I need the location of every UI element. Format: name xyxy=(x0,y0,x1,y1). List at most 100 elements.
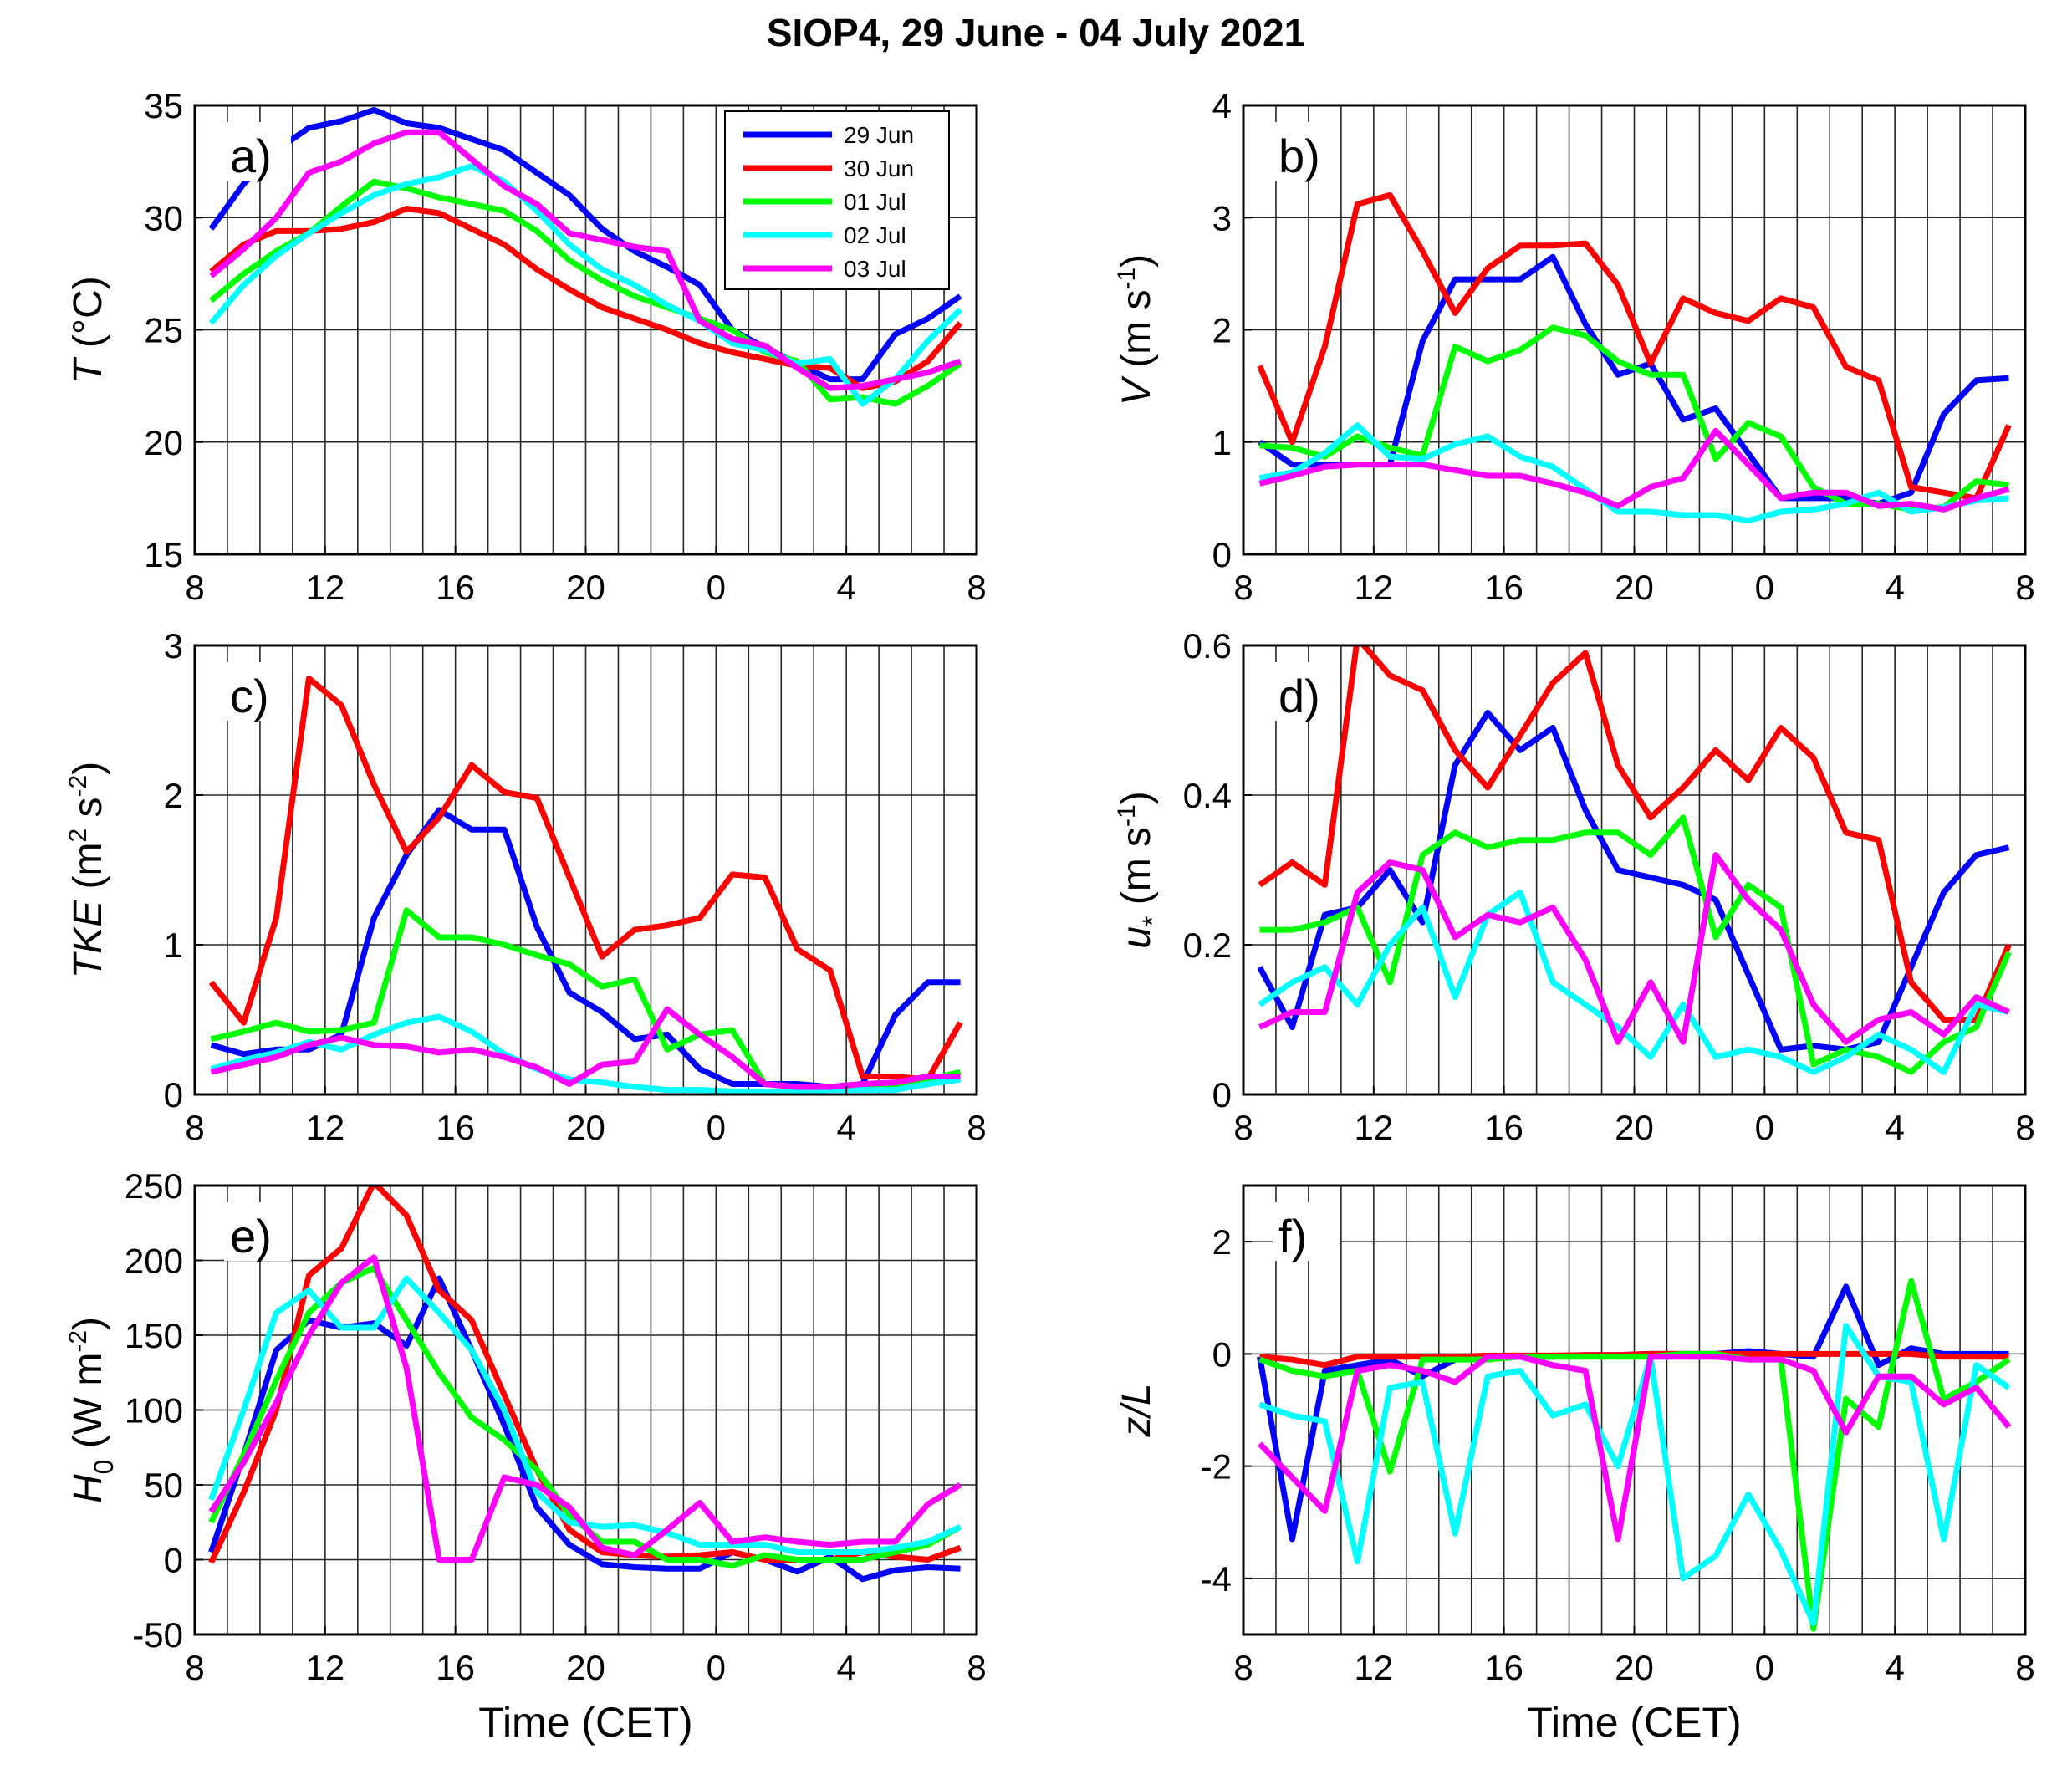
y-tick-label: 3 xyxy=(1212,198,1232,237)
y-tick-label: 100 xyxy=(125,1391,183,1431)
y-axis-label: TKE (m2 s-2) xyxy=(64,762,110,978)
series-03-jul xyxy=(1257,1354,2012,1543)
panel-f: 8 12 16 20 0 4 8 -4 -2 0 2 f) z/L Time (CET) xyxy=(1115,1184,2035,1746)
series-29-jun xyxy=(208,106,962,383)
legend-entry: 03 Jul xyxy=(844,256,906,282)
panel-label-bg xyxy=(1273,662,1340,721)
series-03-jul xyxy=(1258,427,2010,513)
x-axis-label: Time (CET) xyxy=(478,1699,692,1746)
panel-label-bg xyxy=(224,662,291,721)
y-tick-label: 0.6 xyxy=(1183,626,1232,666)
x-tick-label: 4 xyxy=(1885,1648,1904,1687)
y-tick-label: 50 xyxy=(144,1466,183,1505)
x-tick-label: 16 xyxy=(1484,568,1523,607)
y-tick-label: 0 xyxy=(164,1541,183,1580)
x-tick-label: 8 xyxy=(967,1648,986,1687)
x-tick-label: 0 xyxy=(707,1648,726,1687)
panel-label: b) xyxy=(1278,130,1320,182)
x-tick-label: 16 xyxy=(436,1108,475,1147)
x-tick-label: 12 xyxy=(305,1108,344,1147)
y-tick-label: 25 xyxy=(144,311,183,350)
x-tick-label: 12 xyxy=(1354,568,1393,607)
series-03-jul xyxy=(1258,852,2010,1045)
y-axis-label: T (°C) xyxy=(66,276,110,384)
legend: 29 Jun 30 Jun 01 Jul 02 Jul 03 Jul xyxy=(724,110,950,290)
x-tick-label: 12 xyxy=(1354,1108,1393,1147)
series-29-jun xyxy=(1257,710,2010,1053)
y-tick-label: 0 xyxy=(1212,1334,1232,1374)
legend-entry: 02 Jul xyxy=(844,222,906,248)
x-tick-label: 8 xyxy=(967,1108,986,1147)
series-30-jun xyxy=(208,675,963,1083)
y-tick-label: 15 xyxy=(144,535,183,574)
x-tick-label: 0 xyxy=(1755,568,1774,607)
series-02-jul xyxy=(208,163,962,407)
y-tick-label: 1 xyxy=(1212,423,1232,462)
y-tick-label: -4 xyxy=(1201,1559,1232,1599)
x-tick-label: 20 xyxy=(1615,1108,1654,1147)
x-tick-label: 8 xyxy=(1233,1648,1253,1687)
y-tick-label: 0 xyxy=(164,1075,183,1114)
x-tick-label: 8 xyxy=(185,568,204,607)
series-01-jul xyxy=(1259,814,2012,1075)
x-tick-label: 8 xyxy=(967,568,986,607)
x-tick-label: 20 xyxy=(566,568,605,607)
y-tick-label: 2 xyxy=(164,776,183,815)
series-30-jun xyxy=(1258,645,2012,1023)
y-axis-label: H0 (W m-2) xyxy=(64,1317,119,1503)
y-tick-label: 150 xyxy=(125,1316,183,1355)
legend-entry: 29 Jun xyxy=(844,122,914,148)
x-tick-label: 4 xyxy=(1885,1108,1904,1147)
y-tick-label: 0.4 xyxy=(1183,776,1232,815)
x-tick-label: 20 xyxy=(566,1108,605,1147)
series-30-jun xyxy=(1257,191,2012,502)
panel-label: d) xyxy=(1278,670,1320,722)
y-tick-label: 0.2 xyxy=(1183,926,1232,965)
figure-title: SIOP4, 29 June - 04 July 2021 xyxy=(767,11,1305,54)
x-tick-label: 12 xyxy=(305,568,344,607)
y-axis-label: u* (m s-1) xyxy=(1113,791,1167,948)
panel-label: e) xyxy=(230,1210,272,1262)
y-tick-label: 1 xyxy=(164,926,183,965)
y-tick-label: 2 xyxy=(1212,1222,1232,1262)
x-tick-label: 0 xyxy=(1755,1648,1774,1687)
x-tick-label: 20 xyxy=(566,1648,605,1687)
y-tick-label: 30 xyxy=(144,198,183,237)
x-tick-label: 12 xyxy=(305,1648,344,1687)
series-03-jul xyxy=(210,1006,961,1090)
x-tick-label: 8 xyxy=(185,1648,204,1687)
x-tick-label: 4 xyxy=(836,1648,855,1687)
panel-label-bg xyxy=(1273,1202,1340,1261)
y-axis-label: V (m s-1) xyxy=(1113,254,1159,405)
x-tick-label: 20 xyxy=(1615,1648,1654,1687)
panel-label: f) xyxy=(1278,1210,1307,1262)
y-tick-label: 3 xyxy=(164,626,183,666)
y-tick-label: 35 xyxy=(144,86,183,125)
x-tick-label: 16 xyxy=(1484,1648,1523,1687)
x-tick-label: 8 xyxy=(185,1108,204,1147)
x-tick-label: 20 xyxy=(1615,568,1654,607)
x-tick-label: 0 xyxy=(707,568,726,607)
x-tick-label: 16 xyxy=(436,568,475,607)
y-tick-label: 20 xyxy=(144,423,183,462)
x-tick-label: 12 xyxy=(1354,1648,1393,1687)
x-tick-label: 16 xyxy=(1484,1108,1523,1147)
x-tick-label: 4 xyxy=(836,568,855,607)
y-tick-label: -50 xyxy=(132,1615,183,1655)
panel-label-bg xyxy=(1273,122,1340,181)
panel-label-bg xyxy=(224,1202,291,1261)
x-tick-label: 4 xyxy=(836,1108,855,1147)
y-tick-label: 0 xyxy=(1212,1075,1232,1114)
panel-d: 8 12 16 20 0 4 800.20.40.6d)u* (m s-1) xyxy=(1113,626,2035,1147)
x-tick-label: 8 xyxy=(1233,568,1253,607)
x-tick-label: 0 xyxy=(707,1108,726,1147)
series-02-jul xyxy=(210,1013,961,1094)
y-tick-label: 2 xyxy=(1212,311,1232,350)
series-02-jul xyxy=(1258,422,2009,524)
y-tick-label: 200 xyxy=(125,1242,183,1281)
series-02-jul xyxy=(1258,889,2010,1075)
